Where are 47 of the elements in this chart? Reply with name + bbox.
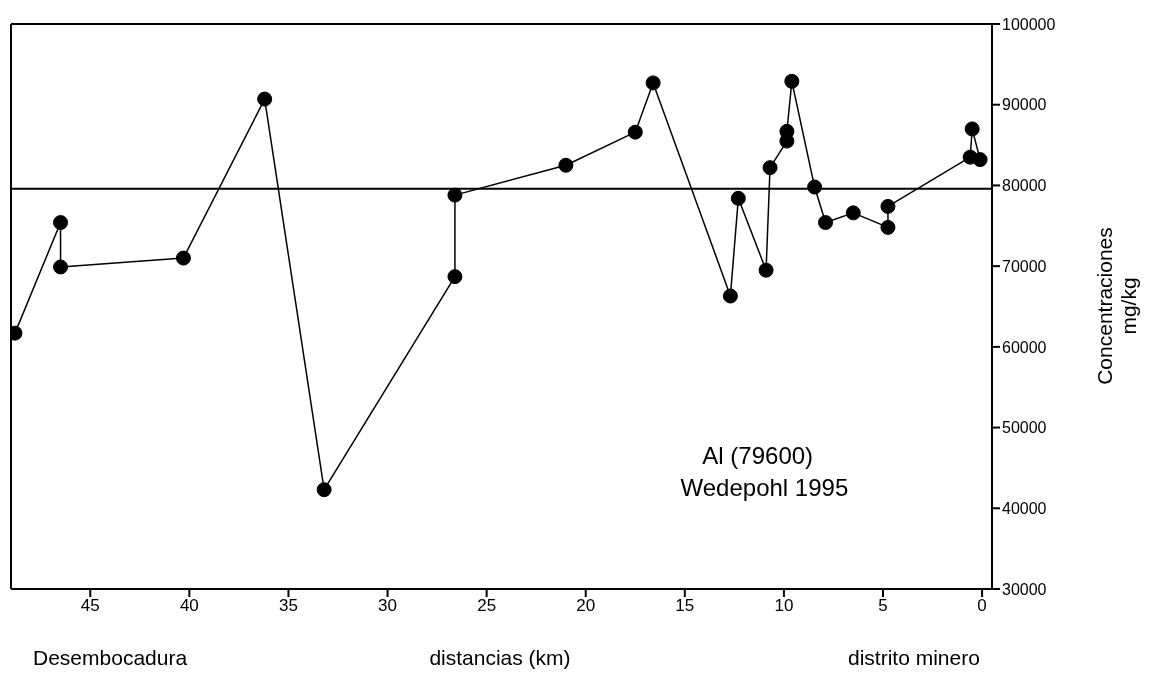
y-tick-label: 70000: [1002, 257, 1047, 275]
y-tick-label: 50000: [1002, 419, 1047, 437]
point: [447, 187, 463, 203]
text: distrito minero: [848, 646, 980, 670]
point: [558, 157, 574, 173]
point: [972, 152, 988, 168]
x-tick-label: 25: [477, 596, 497, 616]
y-tick-label: 90000: [1002, 96, 1047, 114]
point: [722, 288, 738, 304]
point: [175, 250, 191, 266]
text: Desembocadura: [33, 646, 188, 670]
x-axis-title: distancias (km): [429, 646, 571, 669]
point: [779, 123, 795, 139]
y-tick-label: 30000: [1002, 580, 1047, 598]
x-tick-label: 10: [774, 596, 794, 616]
x-tick-label: 30: [378, 596, 398, 616]
point: [880, 198, 896, 214]
point: [845, 205, 861, 221]
point: [964, 121, 980, 137]
x-tick-label: 40: [179, 596, 199, 616]
point: [316, 482, 332, 498]
point: [53, 215, 69, 231]
point: [758, 262, 774, 278]
y-axis-title: Concentraciones mg/kg: [1093, 227, 1141, 385]
y-tick-label: 60000: [1002, 338, 1047, 356]
point: [627, 124, 643, 140]
point: [762, 160, 778, 176]
y-tick-label: 80000: [1002, 177, 1047, 195]
y-tick-label: 40000: [1002, 499, 1047, 517]
x-tick-label: 5: [878, 596, 888, 616]
point: [784, 73, 800, 89]
annotation: Al (79600): [702, 441, 814, 470]
point: [447, 269, 463, 285]
point: [53, 259, 69, 275]
point: [645, 75, 661, 91]
annotation: Wedepohl 1995: [680, 474, 849, 503]
y-tick-label: 100000: [1002, 15, 1056, 33]
point: [257, 91, 273, 107]
x-tick-label: 45: [80, 596, 100, 616]
point: [818, 215, 834, 231]
point: [807, 179, 823, 195]
x-tick-label: 0: [977, 596, 987, 616]
x-tick-label: 20: [576, 596, 596, 616]
point: [880, 219, 896, 235]
x-tick-label: 35: [278, 596, 298, 616]
point: [730, 190, 746, 206]
x-tick-label: 15: [675, 596, 695, 616]
